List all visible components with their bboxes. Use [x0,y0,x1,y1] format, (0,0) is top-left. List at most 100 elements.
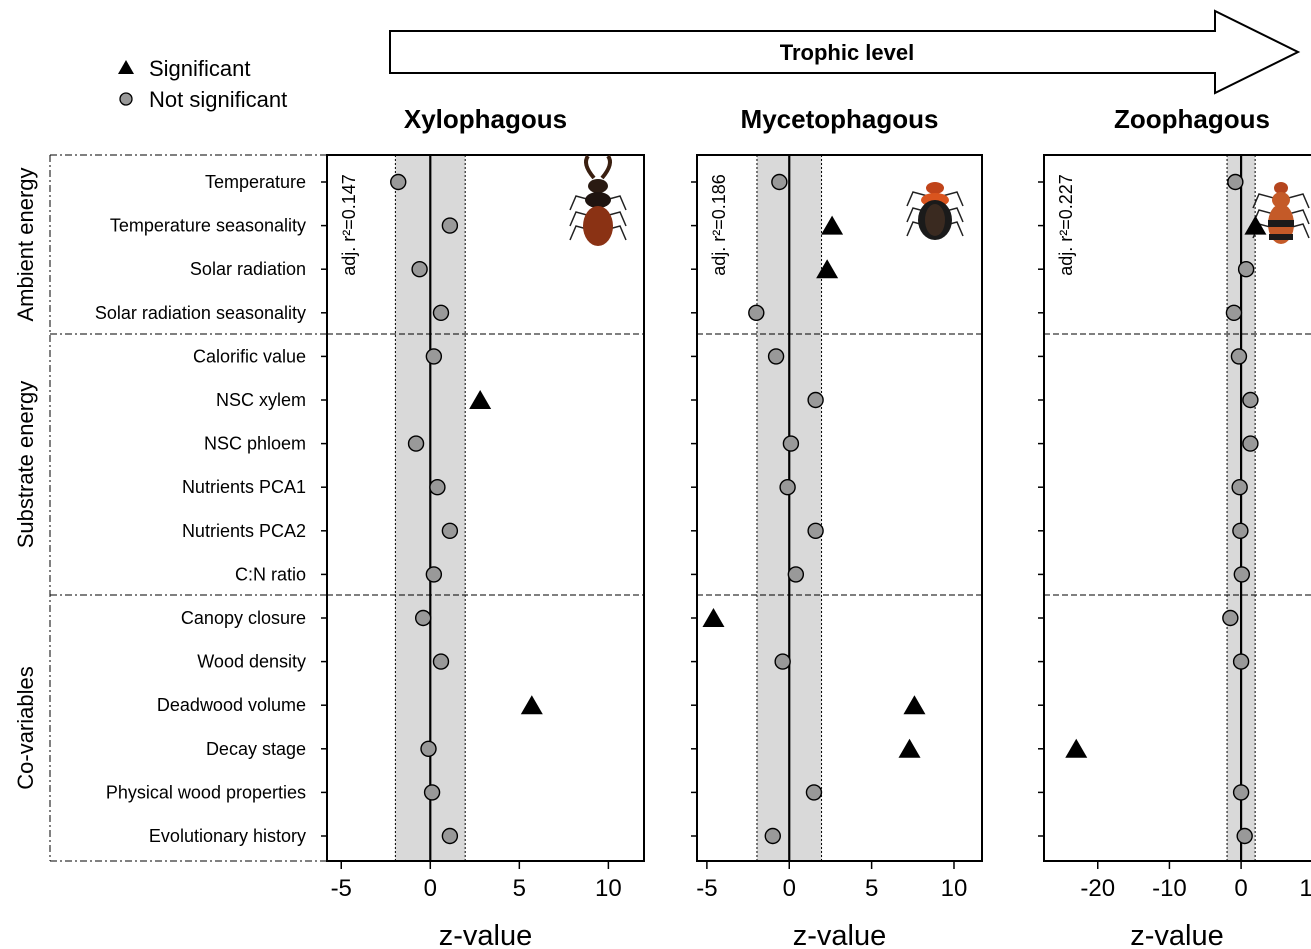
point-not-significant-evolutionary-history [1236,827,1253,845]
group-label-co-variables: Co-variables [13,666,38,790]
predictor-label-nsc-phloem: NSC phloem [204,434,306,454]
x-tick-label: 10 [941,875,968,902]
beetle-highlight [925,204,945,236]
x-tick-label: 0 [424,875,437,902]
point-not-significant-solar-radiation-seasonality [432,304,450,321]
point-not-significant-wood-density [1232,653,1250,670]
point-significant-decay-stage [1065,738,1088,758]
point-not-significant-calorific-value [425,348,443,365]
predictor-label-wood-density: Wood density [197,652,306,672]
group-frames [49,154,327,862]
plot-frame [1043,154,1311,862]
beetle-mandibles [584,154,612,180]
beetle-thorax [585,192,611,208]
point-not-significant-calorific-value [767,348,785,365]
point-significant-temperature-seasonality [821,215,844,235]
x-axis-label: z-value [793,920,887,949]
r-squared-annotation: adj. r²=0.147 [339,174,359,276]
point-not-significant-solar-radiation-seasonality [1225,304,1243,321]
point-not-significant-c-n-ratio [425,566,443,583]
predictor-label-calorific-value: Calorific value [193,346,306,366]
point-not-significant-c-n-ratio [1233,566,1251,583]
x-tick-label: 5 [865,875,878,902]
panel-mycetophagous: Mycetophagous -5 0 5 10 z-value adj. r²=0.186 [691,104,983,949]
point-not-significant-temperature-seasonality [441,217,459,234]
x-axis-label: z-value [1130,920,1224,949]
point-not-significant-calorific-value [1230,348,1248,365]
point-not-significant-nutrients-pca2 [441,522,459,539]
beetle-body [583,206,613,246]
point-not-significant-nutrients-pca1 [429,479,446,496]
point-not-significant-nsc-phloem [1242,435,1259,452]
point-significant-deadwood-volume [520,695,543,715]
predictor-label-physical-wood-properties: Physical wood properties [106,782,306,802]
panel-zoophagous: Zoophagous -20 -10 0 10 z-value adj. r²=0.227 [1038,104,1311,949]
panel-title: Zoophagous [1114,104,1270,134]
point-significant-deadwood-volume [903,695,926,715]
x-tick-label: 5 [513,875,526,902]
panel-title: Mycetophagous [741,104,939,134]
point-not-significant-canopy-closure [414,609,432,627]
stag-beetle-icon [569,154,627,246]
point-not-significant-canopy-closure [1222,609,1239,627]
point-not-significant-solar-radiation [1237,261,1255,278]
point-not-significant-wood-density [432,653,450,670]
point-not-significant-physical-wood-properties [423,784,441,801]
plot-frame [326,154,645,862]
point-significant-temperature-seasonality [1244,215,1267,235]
x-tick-label: 10 [1299,875,1311,902]
point-not-significant-temperature [771,173,788,191]
panels: Xylophagous -5 0 5 10 z-value adj. r²=0.147 Myc… [321,104,1311,949]
predictor-label-deadwood-volume: Deadwood volume [157,695,306,715]
x-tick-label: 10 [595,875,622,902]
trophic-level-label: Trophic level [780,40,915,65]
predictor-label-decay-stage: Decay stage [206,739,306,759]
point-not-significant-nutrients-pca1 [779,479,796,496]
plot-frame [696,154,983,862]
beetle-thorax [1272,192,1290,208]
x-tick-label: -5 [696,875,717,902]
x-tick-label: 0 [783,875,796,902]
beetle-head [926,182,944,194]
group-label-substrate-energy: Substrate energy [13,381,38,549]
point-not-significant-evolutionary-history [441,827,459,845]
beetle-band [1269,234,1293,240]
predictor-labels: Temperature Temperature seasonality Solar … [95,172,306,846]
x-tick-label: -20 [1080,875,1115,902]
predictor-label-canopy-closure: Canopy closure [181,608,306,628]
fungus-beetle-icon [906,182,964,240]
predictor-label-c-n-ratio: C:N ratio [235,564,306,584]
x-tick-label: -5 [331,875,352,902]
point-not-significant-nsc-phloem [782,435,800,452]
beetle-head [588,179,608,193]
trophic-level-arrow: Trophic level [389,9,1301,95]
point-not-significant-temperature [1227,173,1244,191]
point-not-significant-solar-radiation-seasonality [748,304,765,321]
predictor-label-nutrients-pca1: Nutrients PCA1 [182,477,306,497]
point-significant-decay-stage [898,738,921,758]
point-not-significant-decay-stage [420,740,437,757]
predictor-label-nsc-xylem: NSC xylem [216,390,306,410]
group-label-ambient-energy: Ambient energy [13,167,38,321]
predictor-label-solar-radiation: Solar radiation [190,259,306,279]
legend-significant-label: Significant [149,56,251,81]
legend: Significant Not significant [118,56,287,112]
r-squared-annotation: adj. r²=0.227 [1056,174,1076,276]
point-not-significant-physical-wood-properties [805,784,823,801]
predictor-label-evolutionary-history: Evolutionary history [149,826,306,846]
legend-circle-icon [119,92,133,106]
x-tick-label: -10 [1152,875,1187,902]
point-not-significant-nsc-xylem [807,391,824,409]
point-not-significant-nutrients-pca1 [1231,479,1248,496]
point-significant-solar-radiation [816,259,839,279]
point-not-significant-wood-density [774,653,791,670]
x-axis-label: z-value [439,920,533,949]
panel-title: Xylophagous [404,104,567,134]
predictor-label-temperature: Temperature [205,172,306,192]
point-not-significant-nutrients-pca2 [1232,522,1249,539]
point-not-significant-solar-radiation [411,261,428,278]
point-significant-nsc-xylem [469,390,492,409]
checkered-beetle-icon [1252,182,1310,244]
point-not-significant-temperature [390,173,407,191]
